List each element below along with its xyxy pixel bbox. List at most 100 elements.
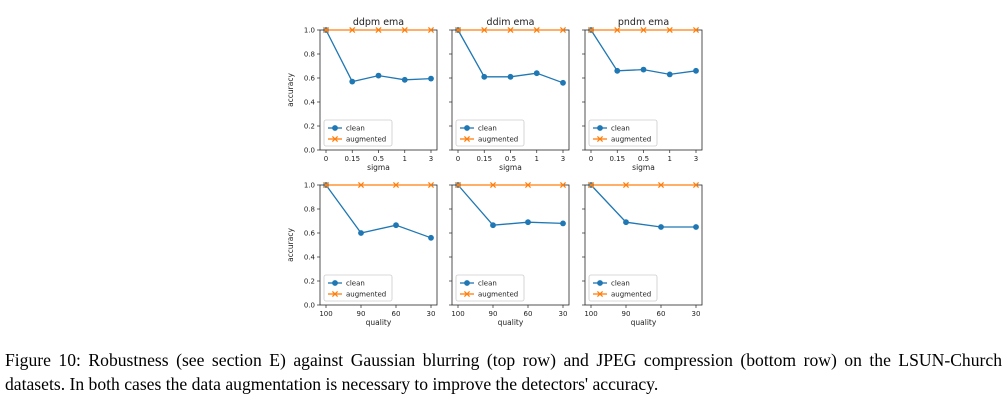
chart-2-series-clean-point (533, 70, 540, 77)
chart-4-xlabel: quality (366, 318, 392, 327)
chart-3-xlabel: sigma (632, 163, 655, 172)
chart-3: pndm ema 0 0.15 0.5 1 3 sigma clean augmented (582, 17, 703, 172)
chart-2-legend-label-clean: clean (478, 125, 497, 133)
chart-4-legend-label-augmented: augmented (346, 291, 386, 299)
chart-2-series-augmented-point (507, 26, 514, 34)
chart-2-xtick-label: 1 (535, 155, 539, 163)
chart-4-legend-label-clean: clean (346, 280, 365, 288)
chart-6-legend-label-clean: clean (611, 280, 630, 288)
chart-4-ytick-label: 0.8 (304, 206, 315, 214)
chart-6-series-clean-line (590, 184, 696, 228)
chart-4-xtick-label: 60 (392, 310, 401, 318)
chart-6-xtick-label: 100 (584, 310, 597, 318)
chart-3-xtick-label: 1 (668, 155, 672, 163)
chart-6-legend-swatch-marker (596, 290, 604, 298)
chart-6-xtick-label: 90 (622, 310, 631, 318)
chart-1-ytick-label: 0.6 (304, 75, 316, 83)
chart-4-series-augmented-point (427, 181, 435, 189)
chart-1-xtick-label: 0 (324, 155, 328, 163)
chart-1-series-clean-point (375, 72, 382, 79)
chart-3-series-augmented-point (587, 26, 595, 34)
chart-3-legend-swatch-marker (596, 135, 604, 143)
chart-6-series-augmented-point (587, 181, 595, 189)
chart-5-xtick-label: 30 (559, 310, 568, 318)
chart-6-xtick-label: 30 (692, 310, 701, 318)
chart-6-xtick-label: 60 (657, 310, 666, 318)
chart-6-series-clean-point (693, 224, 699, 230)
chart-5-legend: clean augmented (455, 274, 525, 302)
chart-4-ylabel: accuracy (286, 228, 295, 262)
chart-4-xtick-label: 30 (427, 310, 436, 318)
chart-1-series-clean-point (401, 76, 408, 83)
chart-2: ddim ema 0 0.15 0.5 1 3 sigma clean augmented (449, 17, 570, 172)
chart-5-legend-label-augmented: augmented (478, 291, 518, 299)
chart-6: 100 90 60 30 quality clean augmented (582, 181, 703, 327)
chart-2-series-clean-point (560, 79, 566, 86)
chart-5-series-clean-point (560, 220, 566, 227)
chart-4-series-clean-line (325, 184, 432, 239)
chart-3-xtick-label: 0.5 (638, 155, 649, 163)
chart-2-legend-swatch-marker (464, 125, 470, 131)
chart-1-series-augmented-point (401, 26, 408, 34)
chart-6-legend-swatch-marker (597, 280, 603, 286)
chart-4-ytick-label: 0.2 (304, 278, 315, 286)
chart-4-series-clean-point (393, 222, 399, 229)
chart-2-xlabel: sigma (499, 163, 522, 172)
chart-1-xtick-label: 1 (403, 155, 407, 163)
chart-4-series-clean-point (358, 230, 364, 236)
chart-5-series-augmented-point (489, 181, 497, 189)
chart-4-series-augmented-point (322, 181, 330, 189)
chart-2-series-augmented-point (481, 26, 488, 34)
chart-4-ytick-label: 0.0 (304, 302, 315, 310)
chart-6-series-augmented-point (692, 181, 700, 189)
chart-5: 100 90 60 30 quality clean augmented (449, 181, 570, 327)
chart-2-xtick-label: 0 (456, 155, 460, 163)
chart-5-xtick-label: 100 (451, 310, 464, 318)
chart-5-series-augmented-point (524, 181, 532, 189)
chart-3-legend-label-clean: clean (611, 125, 630, 133)
chart-5-legend-swatch-marker (463, 290, 471, 298)
chart-1-legend-label-augmented: augmented (346, 136, 386, 144)
chart-2-legend: clean augmented (455, 119, 525, 147)
chart-1-ytick-label: 0.4 (304, 99, 316, 107)
chart-3-series-augmented-point (640, 26, 647, 34)
chart-1-title: ddpm ema (353, 17, 404, 28)
chart-1-series-clean-point (428, 75, 434, 82)
chart-1-legend: clean augmented (323, 119, 393, 147)
chart-2-series-augmented-point (454, 26, 462, 34)
chart-3-legend-label-augmented: augmented (611, 136, 651, 144)
chart-2-series-clean-point (481, 73, 488, 80)
chart-5-xtick-label: 90 (489, 310, 498, 318)
chart-4-ytick-label: 0.4 (304, 254, 316, 262)
chart-5-xtick-label: 60 (524, 310, 533, 318)
chart-1-xtick-label: 0.5 (373, 155, 384, 163)
chart-5-legend-swatch-marker (464, 280, 470, 286)
chart-3-series-augmented-point (666, 26, 673, 34)
chart-4-legend-swatch-marker (331, 290, 339, 298)
chart-2-xtick-label: 3 (561, 155, 565, 163)
chart-5-series-clean-point (490, 222, 496, 229)
chart-3-legend-swatch-marker (597, 125, 603, 131)
chart-4-series-clean-point (428, 234, 434, 241)
chart-1-ytick-label: 0.8 (304, 51, 315, 59)
chart-3-xtick-label: 0 (589, 155, 593, 163)
figure-grid: ddpm ema 0.0 0.2 0.4 0.6 0.8 1.0 accuracy 0 0.15 0… (286, 17, 703, 327)
chart-1-ylabel: accuracy (286, 73, 295, 107)
chart-3-series-clean-point (640, 66, 647, 73)
chart-1-series-augmented-point (349, 26, 356, 34)
chart-2-series-clean-point (507, 73, 514, 80)
chart-2-legend-label-augmented: augmented (478, 136, 518, 144)
chart-5-series-clean-point (525, 219, 531, 226)
chart-1-ytick-label: 1.0 (304, 27, 315, 35)
chart-1-series-augmented-point (427, 26, 435, 34)
chart-6-series-clean-point (658, 224, 664, 230)
chart-1-xtick-label: 0.15 (344, 155, 360, 163)
chart-5-xlabel: quality (498, 318, 524, 327)
chart-1-series-augmented-point (322, 26, 330, 34)
chart-3-xtick-label: 0.15 (609, 155, 625, 163)
chart-4-ytick-label: 1.0 (304, 182, 315, 190)
chart-2-xtick-label: 0.15 (476, 155, 492, 163)
chart-4-xtick-label: 100 (319, 310, 332, 318)
chart-2-xtick-label: 0.5 (505, 155, 516, 163)
chart-4-ytick-label: 0.6 (304, 230, 316, 238)
